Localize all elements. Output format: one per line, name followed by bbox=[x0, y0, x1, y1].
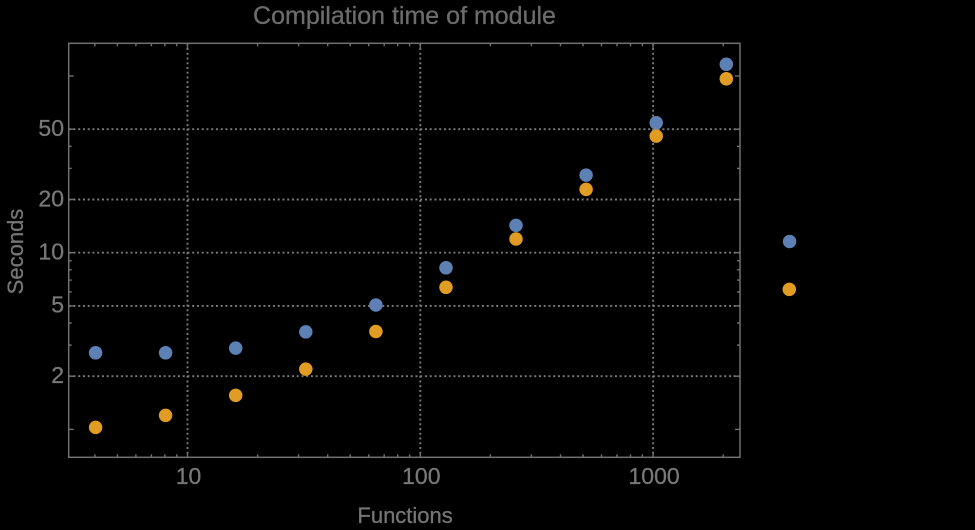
svg-text:50: 50 bbox=[38, 115, 64, 141]
svg-text:20: 20 bbox=[38, 185, 64, 211]
svg-text:Functions: Functions bbox=[357, 503, 452, 525]
svg-text:1000: 1000 bbox=[629, 463, 680, 489]
svg-text:10: 10 bbox=[176, 463, 202, 489]
svg-text:Compilation time of module: Compilation time of module bbox=[253, 2, 556, 30]
svg-text:100: 100 bbox=[402, 463, 440, 489]
svg-text:2: 2 bbox=[51, 362, 64, 388]
svg-text:10: 10 bbox=[38, 239, 64, 265]
svg-text:5: 5 bbox=[51, 292, 64, 318]
svg-text:Seconds: Seconds bbox=[3, 209, 28, 295]
